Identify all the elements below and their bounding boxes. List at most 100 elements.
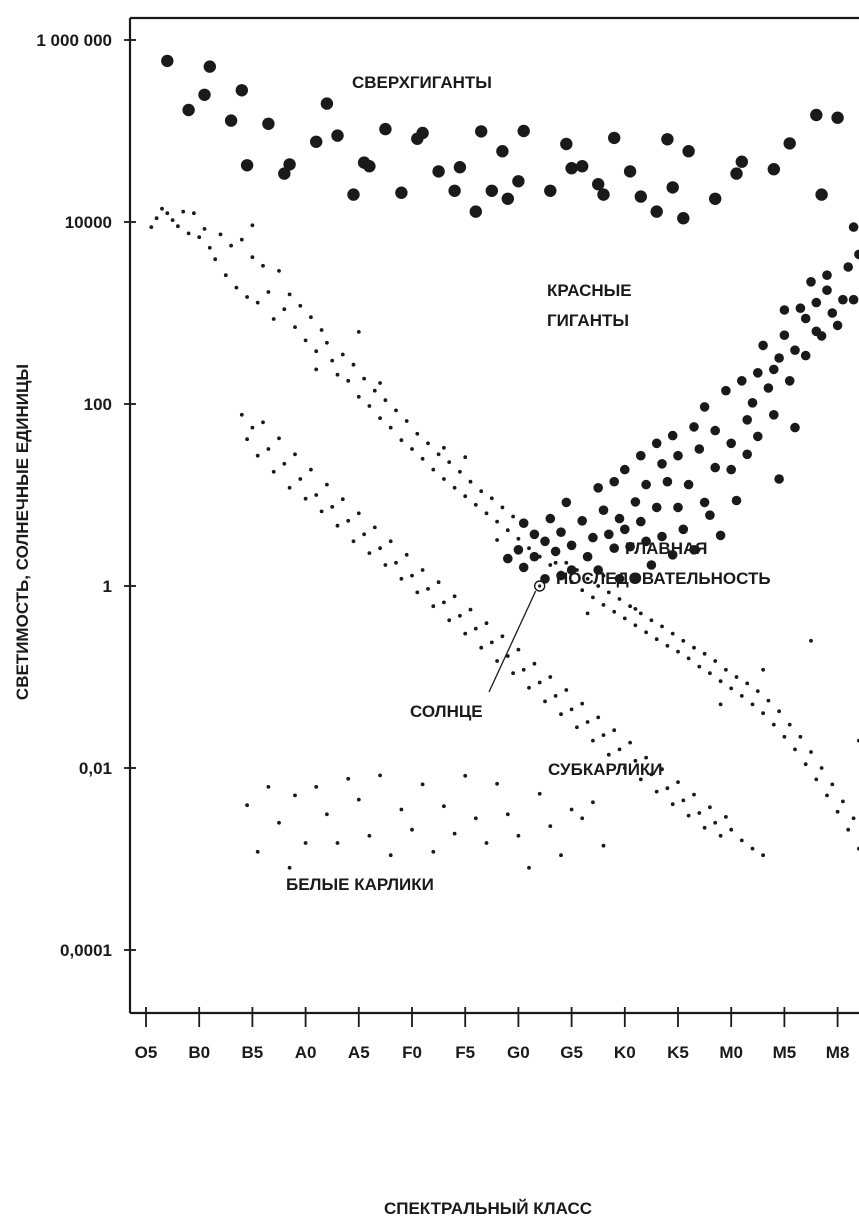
label-white-dwarfs: БЕЛЫЕ КАРЛИКИ	[286, 875, 434, 894]
star-point	[161, 54, 174, 68]
star-point	[431, 604, 436, 609]
star-point	[771, 722, 776, 727]
y-axis-ticks: 1 000 000 10000 100 1 0,01 0,0001	[36, 31, 136, 960]
y-tick-label: 0,01	[79, 759, 112, 778]
star-point	[641, 536, 651, 547]
star-point	[665, 643, 670, 648]
star-point	[559, 570, 563, 575]
star-point	[303, 338, 308, 343]
star-point	[271, 469, 276, 474]
star-point	[761, 853, 765, 858]
x-tick-label: A5	[348, 1043, 370, 1062]
star-point	[452, 831, 457, 836]
x-tick-label: B5	[242, 1043, 264, 1062]
y-tick-label: 1	[103, 577, 112, 596]
star-point	[176, 224, 180, 229]
star-point	[489, 496, 494, 501]
star-point	[463, 455, 468, 460]
x-tick-label: K5	[667, 1043, 689, 1062]
star-point	[577, 516, 587, 526]
star-point	[832, 320, 843, 331]
star-point	[513, 545, 524, 555]
star-point	[739, 694, 744, 698]
star-point	[277, 269, 281, 273]
star-point	[560, 137, 573, 151]
star-point	[747, 398, 758, 408]
star-point	[686, 813, 691, 818]
star-point	[803, 762, 808, 767]
star-point	[769, 410, 779, 420]
star-point	[767, 163, 780, 176]
star-point	[198, 88, 211, 102]
star-point	[399, 807, 404, 812]
star-point	[261, 263, 265, 268]
star-point	[410, 827, 414, 832]
star-point	[420, 782, 425, 787]
star-point	[710, 425, 720, 436]
star-point	[544, 184, 557, 197]
star-point	[495, 781, 499, 786]
star-point	[612, 728, 617, 733]
star-point	[628, 740, 632, 745]
star-point	[203, 60, 216, 73]
star-point	[708, 671, 712, 676]
star-point	[262, 117, 275, 130]
star-point	[569, 580, 574, 585]
star-point	[239, 412, 244, 417]
star-point	[202, 227, 207, 231]
star-point	[686, 656, 691, 661]
star-point	[673, 450, 683, 461]
star-point	[363, 160, 376, 173]
star-point	[495, 659, 499, 663]
star-point	[575, 568, 579, 572]
star-point	[670, 802, 675, 807]
star-point	[636, 516, 646, 527]
star-point	[697, 811, 702, 815]
star-point	[634, 190, 647, 203]
star-point	[473, 502, 478, 507]
star-point	[505, 654, 510, 658]
star-point	[505, 812, 510, 817]
star-point	[559, 853, 563, 858]
star-point	[351, 362, 356, 367]
star-point	[287, 485, 292, 490]
star-point	[399, 438, 404, 443]
star-point	[447, 460, 452, 464]
star-point	[149, 225, 154, 230]
star-point	[553, 694, 558, 698]
star-point	[620, 524, 630, 535]
star-point	[854, 249, 859, 260]
y-tick-label: 0,0001	[60, 941, 112, 960]
star-point	[588, 532, 598, 543]
star-point	[314, 785, 319, 789]
star-point	[777, 709, 781, 714]
star-point	[495, 538, 499, 542]
star-point	[516, 536, 521, 541]
star-point	[367, 551, 372, 555]
star-point	[816, 331, 827, 341]
star-point	[601, 603, 606, 607]
star-point	[814, 777, 819, 782]
star-point	[761, 667, 765, 672]
star-point	[683, 479, 694, 490]
star-point	[378, 773, 382, 778]
star-point	[702, 651, 707, 656]
star-point	[681, 798, 686, 803]
star-point	[527, 865, 531, 870]
series-white_dwarfs	[245, 773, 606, 870]
x-tick-label: A0	[295, 1043, 317, 1062]
x-tick-label: F0	[402, 1043, 422, 1062]
star-point	[325, 812, 329, 817]
series-supergiants	[161, 54, 844, 225]
star-point	[383, 398, 388, 403]
label-supergiants: СВЕРХГИГАНТЫ	[352, 73, 492, 92]
star-point	[496, 145, 509, 158]
star-point	[468, 479, 473, 484]
star-point	[239, 237, 244, 242]
star-point	[447, 618, 452, 623]
star-point	[489, 640, 494, 645]
star-point	[503, 553, 513, 564]
star-point	[774, 353, 784, 363]
star-point	[319, 509, 324, 514]
star-point	[160, 206, 164, 211]
